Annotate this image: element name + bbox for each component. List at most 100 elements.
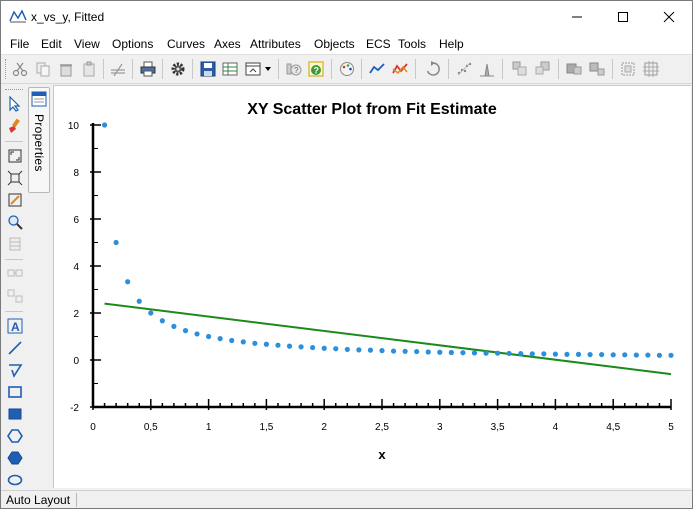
toolbar-separator xyxy=(132,59,133,79)
crossed-lines-button[interactable] xyxy=(108,59,128,79)
plot-canvas[interactable]: XY Scatter Plot from Fit Estimate -2 0 2 4 6… xyxy=(53,85,691,488)
palette-button[interactable] xyxy=(337,59,357,79)
minimize-button[interactable] xyxy=(554,1,600,32)
menu-attributes[interactable]: Attributes xyxy=(250,37,301,51)
layout-dropdown-button[interactable] xyxy=(263,59,273,79)
line-style-button[interactable] xyxy=(367,59,387,79)
help-context-button[interactable]: ? xyxy=(284,59,304,79)
scatter-point xyxy=(518,351,524,357)
copy-button[interactable] xyxy=(33,59,53,79)
rectangle-tool-button[interactable] xyxy=(5,382,25,402)
scatter-style-button[interactable] xyxy=(454,59,474,79)
toolbar-separator xyxy=(103,59,104,79)
delete-button[interactable] xyxy=(56,59,76,79)
maximize-button[interactable] xyxy=(600,1,646,32)
toolbar-separator xyxy=(612,59,613,79)
scissors-icon xyxy=(12,62,28,77)
scatter-point xyxy=(240,339,246,345)
add-point-button[interactable] xyxy=(5,264,25,284)
line-curve-icon xyxy=(369,63,385,74)
scatter-point xyxy=(125,279,131,285)
close-button[interactable] xyxy=(646,1,692,32)
y-tick-label: 2 xyxy=(73,309,79,320)
properties-tab-label: Properties xyxy=(32,114,46,172)
ellipse-tool-button[interactable] xyxy=(5,470,25,490)
help-button[interactable]: ? xyxy=(306,59,326,79)
cut-button[interactable] xyxy=(10,59,30,79)
fit-to-window-button[interactable] xyxy=(5,146,25,166)
y-tick-label: 4 xyxy=(73,262,79,273)
menu-file[interactable]: File xyxy=(10,37,30,51)
filled-rectangle-tool-button[interactable] xyxy=(5,404,25,424)
crossed-lines-icon xyxy=(111,63,125,77)
scatter-chart[interactable]: XY Scatter Plot from Fit Estimate -2 0 2 4 6… xyxy=(54,86,691,488)
fit-window-icon xyxy=(8,149,22,163)
paint-tool-button[interactable] xyxy=(5,116,25,136)
table-grid-icon xyxy=(9,237,21,251)
menu-tools[interactable]: Tools xyxy=(398,37,427,51)
group-button[interactable] xyxy=(564,59,584,79)
scatter-point xyxy=(229,337,235,344)
stack-front-button[interactable] xyxy=(510,59,530,79)
x-tick-label: 1,5 xyxy=(259,422,273,433)
menu-edit[interactable]: Edit xyxy=(41,37,62,51)
palette-grip[interactable] xyxy=(5,89,23,92)
menu-options[interactable]: Options xyxy=(112,37,154,51)
scatter-point xyxy=(483,350,489,356)
zoom-extents-button[interactable] xyxy=(5,168,25,188)
hexagon-tool-button[interactable] xyxy=(5,426,25,446)
minimize-icon xyxy=(572,16,582,17)
scatter-point xyxy=(252,340,258,346)
line-draw-icon xyxy=(8,341,22,355)
toolbar-grip[interactable] xyxy=(5,59,8,79)
menu-axes[interactable]: Axes xyxy=(214,37,241,51)
zoom-button[interactable] xyxy=(5,212,25,232)
menu-help[interactable]: Help xyxy=(439,37,464,51)
gear-icon xyxy=(171,62,185,76)
title-bar[interactable]: x_vs_y, Fitted xyxy=(1,1,692,32)
grid-button[interactable] xyxy=(641,59,661,79)
data-table-button[interactable] xyxy=(5,234,25,254)
trash-icon xyxy=(60,64,72,77)
filled-hexagon-tool-button[interactable] xyxy=(5,448,25,468)
paste-button[interactable] xyxy=(79,59,99,79)
polyline-tool-button[interactable] xyxy=(5,360,25,380)
rectangle-filled-icon xyxy=(8,408,22,420)
menu-curves[interactable]: Curves xyxy=(167,37,206,51)
line-tool-button[interactable] xyxy=(5,338,25,358)
remove-point-button[interactable] xyxy=(5,286,25,306)
histogram-button[interactable] xyxy=(477,59,497,79)
scatter-point xyxy=(575,351,582,357)
export-data-button[interactable] xyxy=(220,59,240,79)
menu-objects[interactable]: Objects xyxy=(314,37,355,51)
text-tool-button[interactable]: A xyxy=(5,316,25,336)
scatter-point xyxy=(495,350,501,356)
maximize-icon xyxy=(618,11,628,22)
rectangle-outline-icon xyxy=(8,386,22,398)
scatter-point xyxy=(448,349,454,356)
save-button[interactable] xyxy=(198,59,218,79)
rotate-button[interactable] xyxy=(423,59,443,79)
scatter-point xyxy=(402,348,408,354)
scatter-point xyxy=(333,346,339,352)
properties-tab[interactable]: Properties xyxy=(28,87,50,193)
toolbar-separator xyxy=(448,59,449,79)
settings-button[interactable] xyxy=(168,59,188,79)
select-tool-button[interactable] xyxy=(5,94,25,114)
select-region-button[interactable] xyxy=(618,59,638,79)
menu-ecs[interactable]: ECS xyxy=(366,37,391,51)
axes: -2 0 2 4 6 8 10 0 0,5 1 1,5 2 2,5 3 3,5 4 4,5 5 xyxy=(68,121,674,433)
curve-style-button[interactable] xyxy=(390,59,410,79)
stack-back-button[interactable] xyxy=(533,59,553,79)
layout-button[interactable] xyxy=(243,59,263,79)
ungroup-button[interactable] xyxy=(587,59,607,79)
scatter-point xyxy=(552,351,558,357)
y-tick-label: 10 xyxy=(68,121,80,132)
scatter-point xyxy=(437,349,443,355)
print-button[interactable] xyxy=(138,59,158,79)
menu-view[interactable]: View xyxy=(74,37,100,51)
scatter-point xyxy=(564,351,570,357)
help-question-icon: ? xyxy=(308,61,324,77)
scatter-point xyxy=(217,336,223,342)
edit-points-button[interactable] xyxy=(5,190,25,210)
